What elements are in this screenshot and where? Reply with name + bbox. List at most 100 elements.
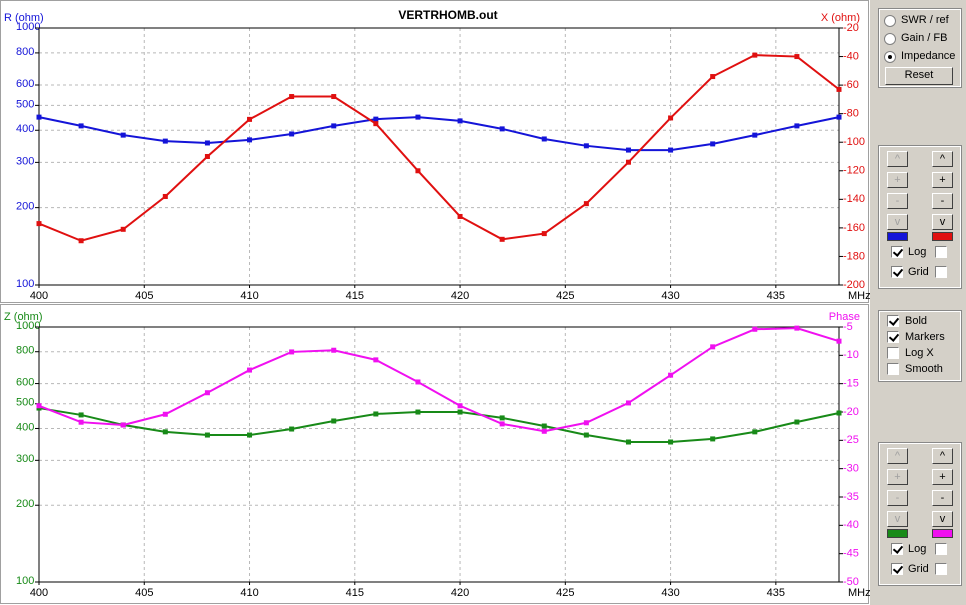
marker <box>457 118 463 124</box>
marker <box>78 238 84 244</box>
x-tick-label: 410 <box>240 290 258 302</box>
checkbox[interactable] <box>891 543 903 555</box>
marker <box>415 168 421 174</box>
x-tick-label: 425 <box>556 290 574 302</box>
marker <box>247 432 253 438</box>
scale-button: - <box>887 193 908 209</box>
x-tick-label: 415 <box>346 290 364 302</box>
checkbox[interactable] <box>891 563 903 575</box>
y2-axis-label: X (ohm) <box>821 12 860 24</box>
radio-button[interactable] <box>884 51 896 63</box>
y-tick-label: 500 <box>16 397 34 409</box>
series-line <box>38 54 840 242</box>
marker <box>668 147 674 153</box>
checkbox[interactable] <box>891 246 903 258</box>
marker <box>36 114 42 120</box>
checkbox[interactable] <box>935 563 947 575</box>
checkbox-label[interactable]: Bold <box>905 315 928 327</box>
x-tick-label: 400 <box>30 587 48 599</box>
checkbox[interactable] <box>935 266 947 278</box>
marker <box>752 132 758 138</box>
y2-tick-label: -25 <box>843 434 859 446</box>
radio-button[interactable] <box>884 15 896 27</box>
checkbox[interactable] <box>935 543 947 555</box>
y2-tick-label: -180 <box>843 250 865 262</box>
y-tick-label: 300 <box>16 453 34 465</box>
series-line <box>38 327 840 433</box>
checkbox-label[interactable]: Smooth <box>905 363 943 375</box>
marker <box>289 349 295 355</box>
side-panel: SWR / ref Gain / FB Impedance Reset ^ ^ + + - - v v… <box>870 0 966 605</box>
plot-frame <box>38 326 840 583</box>
y2-tick-label: -50 <box>843 576 859 588</box>
marker <box>625 400 631 406</box>
scale-button[interactable]: - <box>932 490 953 506</box>
color-swatch[interactable] <box>887 232 908 241</box>
radio-button[interactable] <box>884 33 896 45</box>
y-tick-label: 300 <box>16 155 34 167</box>
y2-tick-label: -20 <box>843 22 859 34</box>
y2-tick-label: -40 <box>843 519 859 531</box>
marker <box>162 429 168 435</box>
marker <box>247 137 253 143</box>
marker <box>499 236 505 242</box>
marker <box>331 347 337 353</box>
panel-border <box>0 0 869 303</box>
scale-button[interactable]: + <box>932 172 953 188</box>
scale-button[interactable]: ^ <box>932 151 953 167</box>
checkbox[interactable] <box>887 331 899 343</box>
y-tick-label: 800 <box>16 46 34 58</box>
checkbox-label: Grid <box>908 563 929 575</box>
y2-tick-label: -5 <box>843 321 853 333</box>
y2-tick-label: -40 <box>843 50 859 62</box>
marker <box>373 121 379 127</box>
marker <box>120 226 126 232</box>
y2-tick-label: -35 <box>843 491 859 503</box>
marker <box>331 94 337 100</box>
y-tick-label: 400 <box>16 123 34 135</box>
radio-label[interactable]: SWR / ref <box>901 14 949 26</box>
checkbox[interactable] <box>887 363 899 375</box>
marker <box>415 114 421 120</box>
x-tick-label: 430 <box>661 290 679 302</box>
marker <box>710 436 716 442</box>
scale-button[interactable]: ^ <box>932 448 953 464</box>
reset-button[interactable]: Reset <box>885 67 953 85</box>
scale-button[interactable]: - <box>932 193 953 209</box>
marker <box>373 411 379 417</box>
y-tick-label: 600 <box>16 376 34 388</box>
marker <box>289 426 295 432</box>
checkbox[interactable] <box>891 266 903 278</box>
color-swatch[interactable] <box>887 529 908 538</box>
marker <box>668 439 674 445</box>
checkbox-label[interactable]: Markers <box>905 331 945 343</box>
checkbox[interactable] <box>887 315 899 327</box>
marker <box>836 410 842 416</box>
marker <box>794 419 800 425</box>
checkbox[interactable] <box>935 246 947 258</box>
marker <box>541 136 547 142</box>
scale-button[interactable]: v <box>932 214 953 230</box>
radio-label[interactable]: Gain / FB <box>901 32 948 44</box>
x-axis-unit: MHz <box>848 587 870 599</box>
scale-button[interactable]: + <box>932 469 953 485</box>
marker <box>162 138 168 144</box>
marker <box>331 418 337 424</box>
checkbox-label[interactable]: Log X <box>905 347 934 359</box>
color-swatch[interactable] <box>932 232 953 241</box>
marker <box>752 429 758 435</box>
marker <box>710 344 716 350</box>
marker <box>836 338 842 344</box>
checkbox[interactable] <box>887 347 899 359</box>
marker <box>78 123 84 129</box>
scale-button[interactable]: v <box>932 511 953 527</box>
color-swatch[interactable] <box>932 529 953 538</box>
charts: VERTRHOMB.out R (ohm) X (ohm) MHz 100 200 300 4… <box>0 0 870 605</box>
x-tick-label: 430 <box>661 587 679 599</box>
marker <box>289 94 295 100</box>
marker <box>457 213 463 219</box>
radio-label[interactable]: Impedance <box>901 50 956 62</box>
y2-tick-label: -200 <box>843 279 865 291</box>
y2-axis-label: Phase <box>829 311 860 323</box>
x-tick-label: 420 <box>451 290 469 302</box>
